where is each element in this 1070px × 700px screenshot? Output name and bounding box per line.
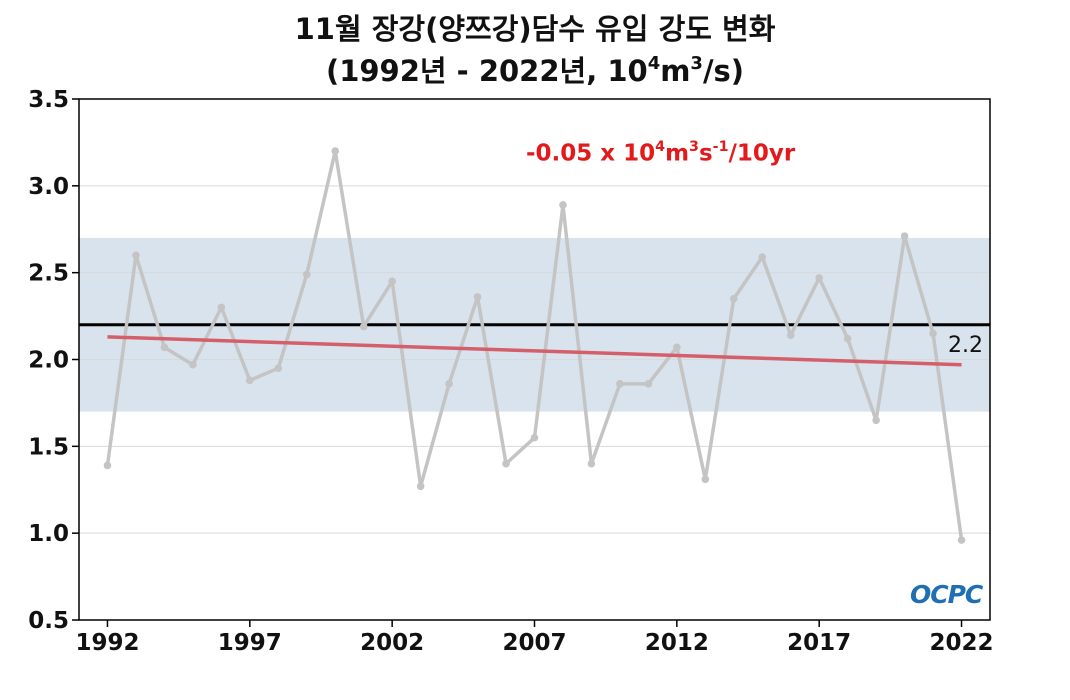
data-point [132, 251, 140, 260]
data-point [729, 294, 738, 303]
data-point [502, 459, 510, 468]
data-point [302, 270, 311, 279]
x-tick-label: 2012 [645, 630, 709, 656]
x-tick-label: 1992 [75, 630, 139, 656]
y-tick-label: 1.0 [28, 521, 69, 547]
data-point [530, 433, 539, 442]
y-tick-label: 0.5 [28, 608, 69, 634]
data-point [189, 360, 197, 369]
data-point [274, 364, 283, 372]
data-point [957, 536, 966, 544]
data-point [673, 343, 681, 352]
x-axis: 1992 1997 2002 2007 2012 2017 2022 [75, 620, 994, 656]
data-point [929, 329, 937, 338]
series-points [103, 147, 966, 544]
data-point [644, 380, 653, 388]
data-point [388, 277, 396, 286]
y-axis: 0.5 1.0 1.5 2.0 2.5 3.0 3.5 [28, 87, 79, 634]
data-point [331, 147, 340, 155]
x-tick-label: 2017 [787, 630, 851, 656]
data-point [758, 253, 767, 261]
y-tick-label: 2.5 [28, 261, 69, 287]
data-point [872, 416, 880, 425]
data-point [701, 475, 710, 484]
data-point [616, 380, 624, 388]
data-point [900, 232, 909, 240]
data-point [843, 334, 852, 343]
x-tick-label: 2022 [930, 630, 994, 656]
x-tick-label: 1997 [218, 630, 282, 656]
x-tick-label: 2007 [502, 630, 566, 656]
data-point [786, 331, 795, 339]
data-point [416, 482, 425, 491]
data-point [587, 459, 596, 468]
data-point [217, 303, 226, 312]
chart-title-line2: (1992년 - 2022년, 104m3/s) [325, 53, 745, 88]
y-tick-label: 3.5 [28, 87, 69, 113]
chart-title-line1: 11월 장강(양쯔강)담수 유입 강도 변화 [294, 12, 776, 46]
data-point [160, 343, 169, 352]
y-tick-label: 1.5 [28, 434, 69, 460]
x-tick-label: 2002 [360, 630, 424, 656]
data-point [103, 461, 112, 470]
data-point [359, 322, 368, 331]
data-point [815, 274, 823, 282]
data-point [445, 380, 453, 388]
data-point [473, 293, 482, 301]
data-point [246, 376, 254, 385]
data-point [559, 201, 567, 209]
trend-annotation: -0.05 x 104m3s-1/10yr [526, 139, 796, 167]
y-tick-label: 3.0 [28, 174, 69, 200]
mean-label: 2.2 [948, 333, 983, 358]
y-tick-label: 2.0 [28, 348, 69, 374]
ocpc-logo: OCPC [910, 580, 983, 609]
trend-line [107, 335, 962, 367]
